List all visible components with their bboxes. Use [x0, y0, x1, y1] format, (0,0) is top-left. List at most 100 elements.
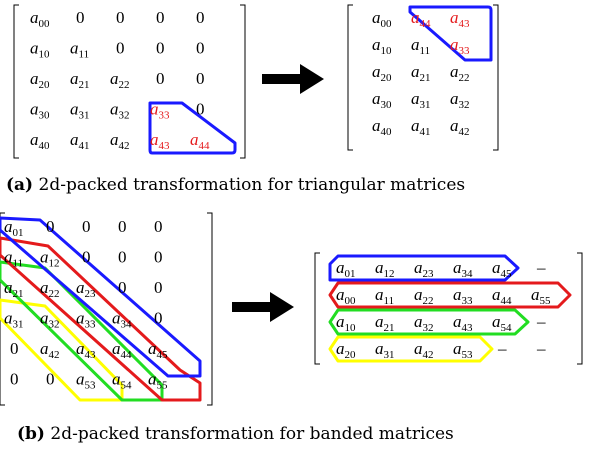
a-result-cell-r2c1: a21: [411, 62, 431, 84]
right-bracket: [493, 4, 499, 151]
band-outline-yellow-result: [328, 335, 494, 363]
a-source-cell-r3c0: a30: [30, 100, 50, 122]
b-result-cell-r3c2: a42: [414, 339, 434, 361]
caption-b-label: (b): [17, 424, 45, 444]
a-source-cell-r0c2: 0: [116, 8, 125, 27]
b-source-cell-r4c2: a43: [76, 339, 96, 361]
b-result-cell-r1c3: a33: [453, 285, 473, 307]
a-result-cell-r0c1: a44: [411, 8, 431, 30]
a-result-cell-r3c0: a30: [372, 89, 392, 111]
b-source-cell-r1c0: a11: [4, 248, 23, 270]
b-result-cell-r2c0: a10: [336, 312, 356, 334]
left-bracket: [347, 4, 353, 151]
a-source-cell-r4c3: a43: [150, 130, 170, 152]
band-outline-green-result: [328, 308, 530, 336]
a-source-cell-r1c0: a10: [30, 39, 50, 61]
b-result-cell-r2c3: a43: [453, 312, 473, 334]
a-source-cell-r0c1: 0: [76, 8, 85, 27]
band-outline-red-source: [0, 236, 202, 402]
caption-b: (b) 2d-packed transformation for banded …: [17, 424, 454, 444]
a-result-cell-r1c2: a33: [450, 35, 470, 57]
a-source-cell-r2c2: a22: [110, 69, 130, 91]
b-source-cell-r1c2: 0: [82, 248, 91, 267]
b-source-cell-r4c0: 0: [10, 339, 19, 358]
a-source-cell-r1c1: a11: [70, 39, 89, 61]
a-source-cell-r3c1: a31: [70, 100, 90, 122]
a-source-cell-r4c0: a40: [30, 130, 50, 152]
a-result-cell-r2c0: a20: [372, 62, 392, 84]
right-bracket: [577, 252, 583, 365]
b-source-cell-r3c3: a34: [112, 309, 132, 331]
triangle-outline-result: [408, 5, 493, 62]
b-result-cell-r3c3: a53: [453, 339, 473, 361]
a-result-cell-r0c0: a00: [372, 8, 392, 30]
panel-b-result-matrix: [314, 252, 583, 365]
b-source-cell-r4c1: a42: [40, 339, 60, 361]
a-source-cell-r1c3: 0: [156, 39, 165, 58]
a-source-cell-r0c0: a00: [30, 8, 50, 30]
triangle-outline-source: [148, 101, 237, 155]
b-result-cell-r1c2: a22: [414, 285, 434, 307]
panel-a-result-matrix: [347, 4, 499, 151]
a-result-cell-r3c2: a32: [450, 89, 470, 111]
b-result-cell-r3c5: –: [536, 339, 546, 358]
panel-a-source-matrix: [13, 4, 246, 159]
a-source-cell-r2c3: 0: [156, 69, 165, 88]
band-outline-blue-source: [0, 216, 202, 378]
b-source-cell-r1c3: 0: [118, 248, 127, 267]
b-result-cell-r1c4: a44: [492, 285, 512, 307]
b-result-cell-r2c5: –: [536, 312, 546, 331]
left-bracket: [0, 212, 5, 406]
a-source-cell-r4c1: a41: [70, 130, 90, 152]
a-result-cell-r3c1: a31: [411, 89, 431, 111]
b-result-cell-r2c4: a54: [492, 312, 512, 334]
transform-arrow-b: [232, 292, 294, 322]
b-source-cell-r2c0: a21: [4, 278, 24, 300]
b-result-cell-r0c1: a12: [375, 258, 395, 280]
left-bracket: [13, 4, 19, 159]
b-source-cell-r0c1: 0: [46, 217, 55, 236]
caption-a-text: 2d-packed transformation for triangular …: [33, 175, 466, 195]
b-result-cell-r2c1: a21: [375, 312, 395, 334]
a-source-cell-r0c3: 0: [156, 8, 165, 27]
a-source-cell-r2c0: a20: [30, 69, 50, 91]
a-source-cell-r4c2: a42: [110, 130, 130, 152]
a-result-cell-r0c2: a43: [450, 8, 470, 30]
b-source-cell-r0c2: 0: [82, 217, 91, 236]
a-source-cell-r2c1: a21: [70, 69, 90, 91]
b-result-cell-r1c5: a55: [531, 285, 551, 307]
b-source-cell-r5c3: a54: [112, 370, 132, 392]
b-result-cell-r2c2: a32: [414, 312, 434, 334]
a-result-cell-r4c0: a40: [372, 116, 392, 138]
b-source-cell-r0c3: 0: [118, 217, 127, 236]
b-source-cell-r5c1: 0: [46, 370, 55, 389]
band-outline-blue-result: [328, 254, 520, 282]
a-result-cell-r2c2: a22: [450, 62, 470, 84]
a-source-cell-r0c4: 0: [196, 8, 205, 27]
b-result-cell-r0c2: a23: [414, 258, 434, 280]
right-bracket: [240, 4, 246, 159]
left-bracket: [314, 252, 320, 365]
transform-arrow-a: [262, 64, 324, 94]
caption-b-text: 2d-packed transformation for banded matr…: [44, 424, 454, 444]
b-source-cell-r1c1: a12: [40, 248, 60, 270]
b-source-cell-r2c4: 0: [154, 278, 163, 297]
b-source-cell-r0c4: 0: [154, 217, 163, 236]
a-result-cell-r4c1: a41: [411, 116, 431, 138]
a-source-cell-r2c4: 0: [196, 69, 205, 88]
a-source-cell-r1c4: 0: [196, 39, 205, 58]
b-source-cell-r3c0: a31: [4, 309, 24, 331]
a-result-cell-r1c1: a11: [411, 35, 430, 57]
a-result-cell-r4c2: a42: [450, 116, 470, 138]
a-source-cell-r1c2: 0: [116, 39, 125, 58]
b-result-cell-r0c5: –: [536, 258, 546, 277]
b-result-cell-r0c3: a34: [453, 258, 473, 280]
caption-a-label: (a): [6, 175, 34, 195]
b-source-cell-r2c3: 0: [118, 278, 127, 297]
band-outline-red-result: [328, 281, 572, 309]
b-source-cell-r1c4: 0: [154, 248, 163, 267]
a-source-cell-r3c4: 0: [196, 100, 205, 119]
b-source-cell-r4c4: a45: [148, 339, 168, 361]
b-source-cell-r3c4: 0: [154, 309, 163, 328]
